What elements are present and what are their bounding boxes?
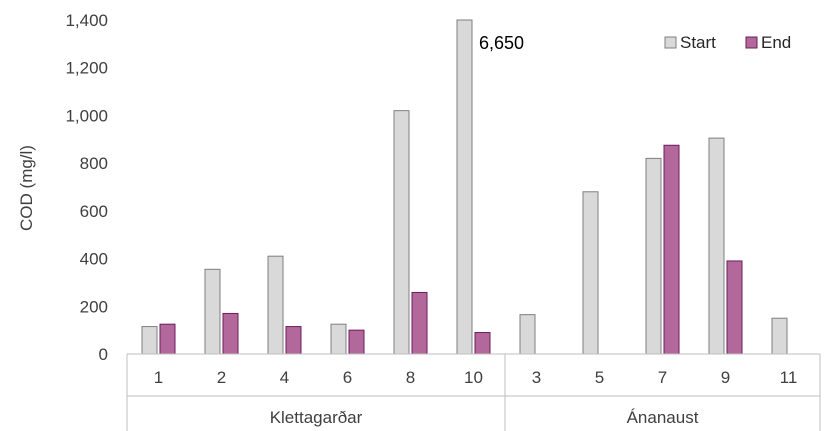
bar-end-4 [285,326,302,355]
y-tick-label: 1,200 [65,59,108,78]
x-tick-label: 8 [406,368,415,387]
bar-start-1 [141,326,158,355]
y-tick-label: 0 [99,345,108,364]
legend: Start End [664,33,791,52]
y-tick-label: 800 [80,154,108,173]
bar-start-2 [204,268,221,355]
bar-end-1 [159,323,176,355]
x-tick-label: 1 [154,368,163,387]
x-tick-label: 6 [343,368,352,387]
bar-start-5 [582,191,599,355]
y-tick-label: 600 [80,202,108,221]
y-tick-label: 400 [80,250,108,269]
bar-end-10 [474,332,491,355]
y-tick-label: 1,400 [65,11,108,30]
x-tick-label: 2 [217,368,226,387]
x-tick-label: 7 [658,368,667,387]
x-tick-label: 4 [280,368,289,387]
bar-start-4 [267,255,284,355]
bars [141,19,788,355]
bar-start-11 [771,317,788,355]
group-label: Ánanaust [627,408,699,427]
x-axis: 1 2 4 6 8 10 3 5 7 9 11 Klettagarðar Ánanaust [126,353,821,431]
bar-end-9 [726,260,743,355]
annotations: 6,650 [479,33,524,53]
legend-swatch-end [745,36,758,49]
bar-end-2 [222,312,239,355]
bar-start-9 [708,137,725,355]
bar-end-8 [411,291,428,355]
bar-start-10 [456,19,473,355]
bar-start-8 [393,110,410,355]
x-tick-label: 5 [595,368,604,387]
group-label: Klettagarðar [270,408,363,427]
bar-end-6 [348,329,365,355]
x-tick-label: 9 [721,368,730,387]
bar-start-6 [330,323,347,355]
y-tick-label: 1,000 [65,106,108,125]
legend-label-end: End [761,33,791,52]
y-axis: 0 200 400 600 800 1,000 1,200 1,400 [65,11,108,364]
y-tick-label: 200 [80,297,108,316]
x-tick-label: 10 [464,368,483,387]
y-axis-label: COD (mg/l) [17,145,36,231]
bar-start-7 [645,157,662,355]
value-annotation: 6,650 [479,33,524,53]
x-tick-label: 3 [532,368,541,387]
bar-end-7 [663,144,680,355]
bar-start-3 [519,314,536,355]
legend-label-start: Start [680,33,716,52]
legend-swatch-start [664,36,677,49]
x-tick-label: 11 [780,368,798,387]
